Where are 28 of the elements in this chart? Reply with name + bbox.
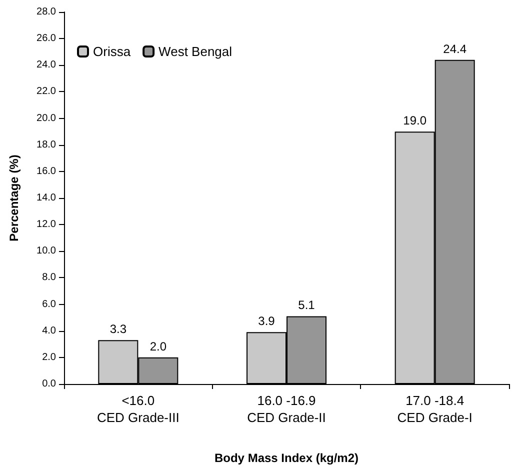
legend-label: Orissa — [93, 44, 132, 59]
y-tick-label: 10.0 — [36, 246, 56, 257]
y-tick-label: 4.0 — [42, 325, 56, 336]
x-tick-label: 17.0 -18.4 CED Grade-I — [397, 393, 472, 425]
y-tick-label: 20.0 — [36, 112, 56, 124]
data-label: 3.9 — [258, 314, 276, 328]
x-tick-label: 16.0 -16.9 CED Grade-II — [247, 393, 326, 425]
y-tick-label: 22.0 — [36, 86, 56, 98]
y-tick-label: 24.0 — [36, 60, 56, 71]
y-tick-label: 28.0 — [36, 6, 56, 18]
data-label: 2.0 — [150, 339, 167, 354]
legend-label: West Bengal — [158, 44, 232, 59]
y-tick-label: 14.0 — [36, 192, 56, 204]
y-tick-label: 2.0 — [42, 352, 56, 363]
y-tick-label: 0.0 — [42, 378, 56, 390]
data-label: 19.0 — [403, 114, 427, 128]
x-tick-label: <16.0 CED Grade-III — [96, 393, 180, 425]
x-axis-title: Body Mass Index (kg/m2) — [214, 451, 359, 465]
y-tick-label: 6.0 — [42, 298, 56, 310]
y-tick-label: 26.0 — [36, 33, 56, 44]
y-axis-title: Percentage (%) — [7, 154, 21, 242]
y-tick-label: 8.0 — [42, 272, 56, 284]
data-label: 24.4 — [443, 42, 467, 56]
y-tick-label: 18.0 — [36, 139, 56, 150]
y-tick-label: 12.0 — [36, 219, 56, 230]
y-tick-label: 16.0 — [36, 166, 56, 177]
data-label: 3.3 — [110, 322, 127, 336]
data-label: 5.1 — [298, 298, 316, 312]
